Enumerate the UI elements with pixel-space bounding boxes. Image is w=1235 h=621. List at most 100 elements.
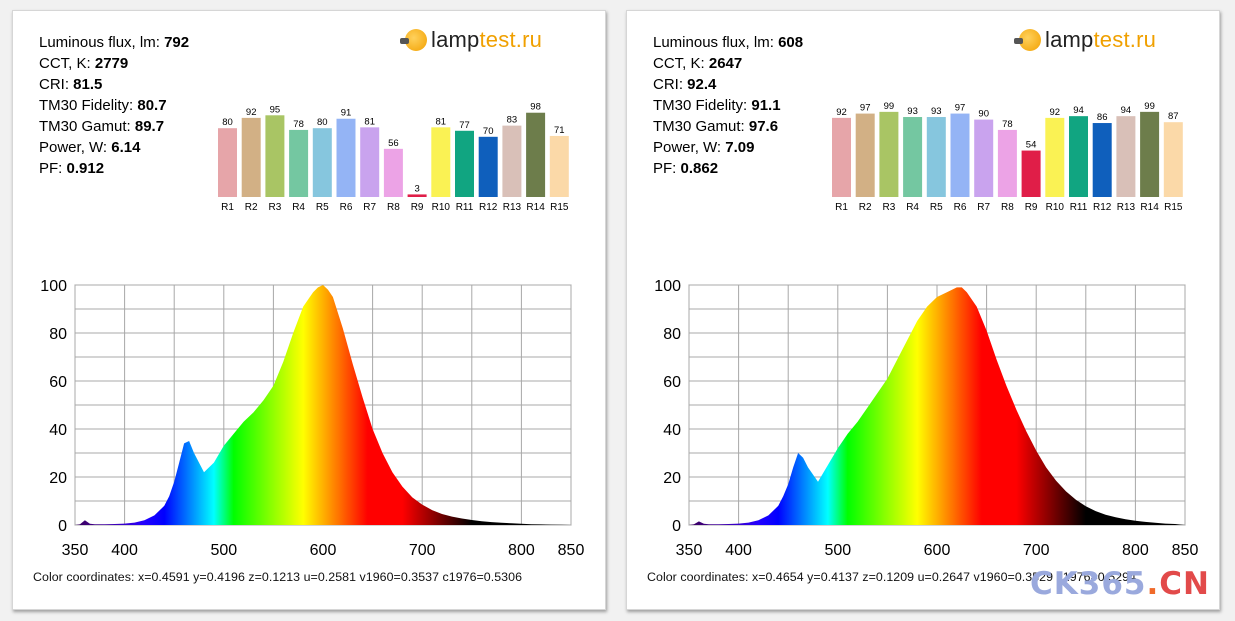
stat-value: 608 [778,34,804,51]
cri-value-label: 95 [270,104,281,115]
cri-category-label: R6 [340,202,353,213]
watermark-dot: . [1146,566,1160,602]
cri-category-label: R12 [479,202,498,213]
cri-bar-r2 [241,117,261,197]
cri-bar-r11 [1069,116,1088,197]
stat-row: CRI: 81.5 [39,74,189,95]
stat-value: 97.6 [748,118,779,135]
spectrum-chart: 0 20 40 60 80 100 350 400 500 600 700 800 850 [654,278,1198,559]
stat-row: Luminous flux, lm: 608 [653,32,803,53]
cri-category-label: R14 [526,202,545,213]
cri-category-label: R11 [1070,202,1088,213]
cri-bar-r12 [478,136,498,197]
color-coordinates: Color coordinates: x=0.4654 y=0.4137 z=0… [647,570,1137,584]
cri-value-label: 80 [317,117,328,128]
cri-value-label: 97 [860,103,871,114]
y-tick-label: 20 [49,470,67,487]
logo-text-lamp: lamp [1045,27,1094,52]
cri-bar-r9 [1021,150,1041,197]
stat-value: 89.7 [134,118,165,135]
cri-value-label: 93 [931,106,942,117]
y-tick-label: 0 [58,518,67,535]
cri-category-label: R5 [316,202,329,213]
stat-label: TM30 Fidelity: [653,97,748,114]
color-coordinates: Color coordinates: x=0.4591 y=0.4196 z=0… [33,570,523,584]
cri-value-label: 94 [1121,105,1132,116]
cri-bar-r10 [431,127,451,197]
cri-value-label: 81 [364,116,375,127]
cri-bar-r2 [855,113,875,197]
cri-category-label: R14 [1140,202,1159,213]
cri-bar-r3 [265,115,285,197]
cri-category-label: R2 [245,202,258,213]
x-tick-label: 500 [210,542,237,559]
cri-category-label: R4 [906,202,919,213]
lamptest-logo: lamptest.ru [1014,25,1157,55]
cri-value-label: 83 [507,115,518,126]
cri-value-label: 98 [530,102,541,113]
cri-value-label: 92 [1050,107,1061,118]
y-tick-label: 80 [663,326,681,343]
stat-label: Power, W: [39,139,108,156]
stat-value: 81.5 [73,76,103,93]
cri-bar-r8 [383,148,403,197]
logo-text-lamp: lamp [431,27,480,52]
cri-value-label: 92 [246,107,257,118]
x-tick-label: 700 [409,542,436,559]
spectrum-area [689,287,1185,525]
stat-label: CRI: [653,76,683,93]
stat-label: TM30 Gamut: [39,118,131,135]
y-tick-label: 60 [49,374,67,391]
cri-bar-r7 [974,119,994,197]
cri-bar-r14 [526,112,546,197]
x-tick-label: 850 [1172,542,1199,559]
cri-value-label: 92 [836,107,847,118]
cri-value-label: 90 [978,109,989,120]
spectrum-chart: 0 20 40 60 80 100 350 400 500 600 700 800 850 [40,278,584,559]
stat-row: CCT, K: 2647 [653,53,803,74]
stat-row: Power, W: 7.09 [653,137,803,158]
cri-category-label: R9 [411,202,424,213]
x-tick-label: 500 [824,542,851,559]
stat-label: PF: [653,160,677,177]
stat-row: TM30 Gamut: 97.6 [653,116,803,137]
cri-category-label: R4 [292,202,305,213]
cri-bar-r11 [455,130,474,197]
x-tick-label: 700 [1023,542,1050,559]
cri-category-label: R2 [859,202,872,213]
cri-category-label: R10 [1046,202,1065,213]
lamptest-logo: lamptest.ru [400,25,543,55]
cri-bar-r4 [903,117,923,197]
cri-category-label: R12 [1093,202,1112,213]
cri-value-label: 71 [554,125,565,136]
stats-block: Luminous flux, lm: 792 CCT, K: 2779 CRI:… [39,32,189,179]
cri-category-label: R11 [456,202,474,213]
stat-label: TM30 Fidelity: [39,97,134,114]
cri-category-label: R9 [1025,202,1038,213]
cri-category-label: R3 [269,202,282,213]
cri-bar-r6 [950,113,970,197]
logo-text-test: test.ru [479,27,543,52]
y-tick-label: 0 [672,518,681,535]
cri-bar-r14 [1140,111,1160,197]
lightbulb-icon [1014,29,1041,51]
cri-value-label: 99 [1144,101,1155,112]
x-tick-label: 800 [1122,542,1149,559]
cri-category-label: R3 [883,202,896,213]
stat-label: Luminous flux, lm: [39,34,160,51]
stat-label: PF: [39,160,63,177]
cri-bar-chart: 92 R1 97 R2 99 R3 93 R4 93 R5 97 R6 90 R7 78 R8 54 R9 92 R1… [832,101,1183,213]
y-tick-label: 60 [663,374,681,391]
cri-value-label: 87 [1168,111,1179,122]
logo-text-test: test.ru [1093,27,1157,52]
stat-value: 2779 [94,55,129,72]
stat-value: 0.912 [66,160,105,177]
stat-row: CCT, K: 2779 [39,53,189,74]
cri-bar-r10 [1045,117,1065,197]
stat-label: Luminous flux, lm: [653,34,774,51]
charts-svg: 92 R1 97 R2 99 R3 93 R4 93 R5 97 R6 90 R7 78 R8 54 R9 92 R1… [654,101,1198,559]
stat-label: TM30 Gamut: [653,118,745,135]
stat-row: TM30 Fidelity: 91.1 [653,95,803,116]
y-tick-label: 100 [40,278,67,295]
stat-row: PF: 0.912 [39,158,189,179]
